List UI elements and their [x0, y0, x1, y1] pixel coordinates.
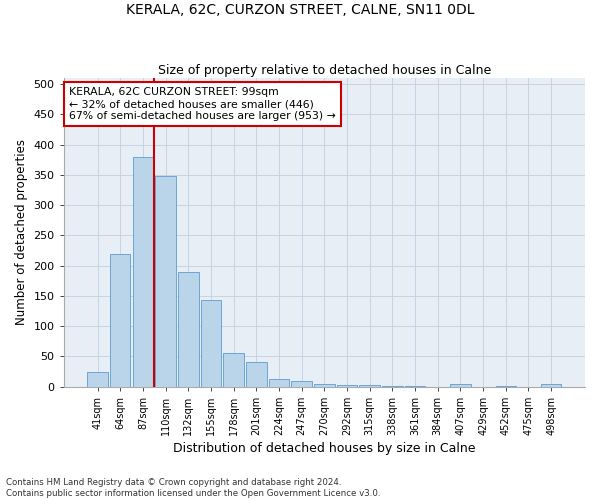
- Title: Size of property relative to detached houses in Calne: Size of property relative to detached ho…: [158, 64, 491, 77]
- Bar: [201, 300, 221, 386]
- X-axis label: Distribution of detached houses by size in Calne: Distribution of detached houses by size …: [173, 442, 476, 455]
- Bar: [178, 272, 199, 386]
- Bar: [88, 372, 108, 386]
- Bar: [292, 381, 312, 386]
- Bar: [110, 254, 130, 386]
- Text: KERALA, 62C, CURZON STREET, CALNE, SN11 0DL: KERALA, 62C, CURZON STREET, CALNE, SN11 …: [126, 2, 474, 16]
- Text: KERALA, 62C CURZON STREET: 99sqm
← 32% of detached houses are smaller (446)
67% : KERALA, 62C CURZON STREET: 99sqm ← 32% o…: [69, 88, 335, 120]
- Bar: [155, 176, 176, 386]
- Text: Contains HM Land Registry data © Crown copyright and database right 2024.
Contai: Contains HM Land Registry data © Crown c…: [6, 478, 380, 498]
- Bar: [269, 380, 289, 386]
- Y-axis label: Number of detached properties: Number of detached properties: [15, 140, 28, 326]
- Bar: [450, 384, 470, 386]
- Bar: [223, 354, 244, 386]
- Bar: [337, 385, 357, 386]
- Bar: [314, 384, 335, 386]
- Bar: [541, 384, 562, 386]
- Bar: [246, 362, 266, 386]
- Bar: [133, 157, 153, 386]
